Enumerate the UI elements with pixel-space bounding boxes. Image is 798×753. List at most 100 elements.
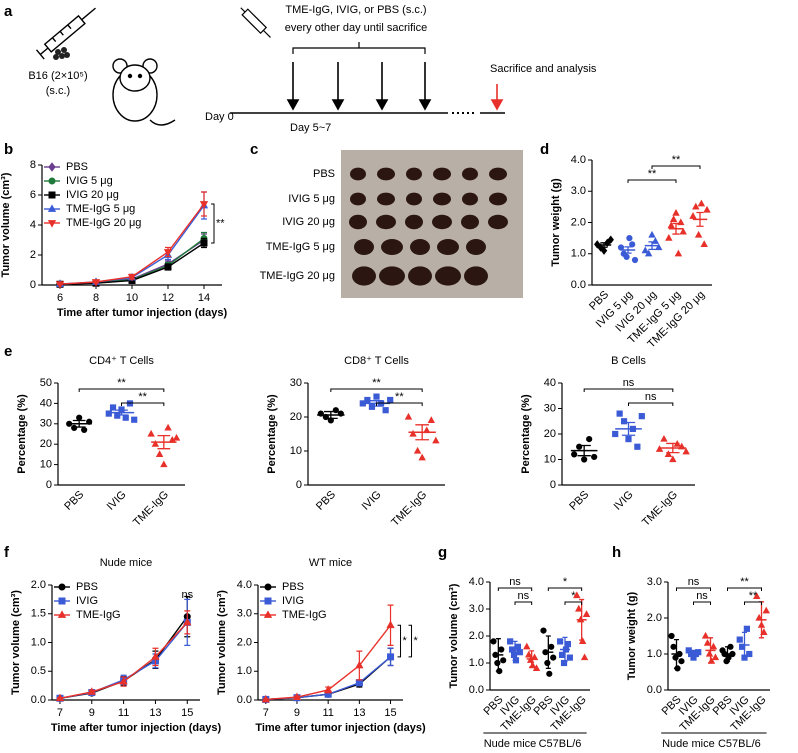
y-tick-label: 2.0 bbox=[469, 630, 484, 642]
marker bbox=[382, 407, 389, 414]
marker bbox=[91, 279, 101, 287]
legend-marker bbox=[58, 583, 66, 591]
marker bbox=[651, 237, 660, 244]
marker bbox=[634, 443, 641, 450]
panel-label: g bbox=[438, 544, 447, 561]
significance-label: ** bbox=[740, 576, 749, 588]
panel-label: e bbox=[4, 343, 12, 360]
significance-bracket bbox=[211, 203, 215, 244]
y-tick-label: 8 bbox=[30, 159, 36, 171]
error-bar bbox=[323, 410, 338, 420]
legend-label: IVIG 5 μg bbox=[66, 175, 113, 187]
marker bbox=[711, 653, 720, 661]
significance-bracket bbox=[583, 388, 674, 392]
tumor bbox=[489, 192, 507, 206]
marker bbox=[578, 637, 587, 644]
marker bbox=[81, 426, 88, 434]
bracket bbox=[292, 42, 426, 54]
tumor bbox=[466, 239, 486, 255]
y-tick-label: 0.0 bbox=[647, 684, 662, 696]
marker bbox=[540, 627, 547, 634]
error-bar bbox=[600, 242, 608, 248]
legend-label: IVIG bbox=[76, 595, 98, 607]
y-tick-label: 0.0 bbox=[469, 684, 484, 696]
marker bbox=[127, 273, 137, 282]
significance-bracket bbox=[547, 587, 583, 591]
y-tick-label: 4.0 bbox=[571, 154, 586, 166]
significance-bracket bbox=[497, 587, 533, 591]
schedule-text: every other day until sacrifice bbox=[285, 22, 427, 34]
tumor bbox=[488, 214, 508, 230]
significance-bracket bbox=[693, 601, 711, 605]
significance-bracket bbox=[514, 601, 533, 605]
tumor bbox=[406, 167, 422, 181]
tumor bbox=[433, 167, 451, 181]
y-tick-label: 10 bbox=[544, 453, 556, 465]
chart-title: B Cells bbox=[611, 355, 646, 367]
marker bbox=[667, 221, 675, 229]
x-tick-label: 11 bbox=[322, 707, 333, 719]
y-tick-label: 1.5 bbox=[31, 608, 46, 620]
significance-label: ** bbox=[395, 391, 404, 403]
marker bbox=[147, 429, 155, 437]
significance-label: ns bbox=[623, 377, 635, 389]
legend-marker bbox=[264, 597, 272, 605]
marker bbox=[87, 687, 96, 695]
y-tick-label: 30 bbox=[40, 418, 52, 430]
marker bbox=[109, 404, 117, 411]
error-bar bbox=[157, 434, 171, 450]
marker bbox=[586, 436, 593, 443]
x-tick-label: IVIG bbox=[360, 489, 384, 513]
x-axis-label: Time after tumor injection (days) bbox=[51, 722, 222, 734]
marker bbox=[355, 660, 364, 669]
x-tick-label: 6 bbox=[57, 292, 63, 304]
y-tick-label: 0.0 bbox=[31, 694, 46, 706]
tumor bbox=[461, 214, 479, 230]
marker bbox=[557, 638, 564, 645]
significance-bracket bbox=[376, 402, 423, 406]
marker bbox=[591, 453, 598, 461]
marker bbox=[700, 240, 708, 247]
marker bbox=[694, 230, 703, 238]
marker bbox=[432, 436, 440, 444]
y-axis-label: Tumor volume (cm³) bbox=[0, 172, 12, 277]
y-tick-label: 20 bbox=[290, 411, 302, 423]
marker bbox=[105, 410, 112, 417]
legend-marker bbox=[47, 220, 57, 228]
marker bbox=[760, 628, 768, 635]
marker bbox=[573, 591, 581, 599]
marker bbox=[678, 658, 685, 665]
marker bbox=[644, 249, 653, 257]
chart-title: CD8⁺ T Cells bbox=[344, 355, 409, 367]
x-tick-label: IVIG bbox=[612, 489, 636, 513]
x-tick-label: TME-IgG bbox=[389, 489, 429, 529]
marker bbox=[701, 631, 710, 639]
significance-bracket bbox=[397, 624, 402, 658]
tumor bbox=[350, 192, 366, 206]
day0-text: Day 0 bbox=[205, 111, 234, 123]
marker bbox=[71, 424, 78, 431]
y-tick-label: 3.0 bbox=[647, 576, 662, 588]
error-bar bbox=[545, 635, 551, 670]
marker bbox=[490, 638, 497, 645]
significance-label: * bbox=[563, 576, 568, 588]
marker bbox=[200, 239, 208, 247]
significance-label: ** bbox=[372, 377, 381, 389]
error-bar bbox=[707, 637, 714, 664]
marker bbox=[151, 652, 160, 660]
marker bbox=[746, 650, 753, 658]
marker bbox=[660, 434, 668, 442]
tumor bbox=[464, 266, 488, 286]
marker bbox=[648, 230, 656, 238]
y-axis-label: Percentage (%) bbox=[520, 394, 532, 474]
sacrifice-arrow bbox=[490, 84, 504, 111]
panel-label: f bbox=[4, 544, 10, 561]
significance-bracket bbox=[78, 388, 165, 392]
marker bbox=[494, 659, 501, 667]
tumor bbox=[489, 167, 507, 181]
marker bbox=[122, 414, 129, 421]
tumor bbox=[405, 214, 423, 230]
treatment-text: TME-IgG, IVIG, or PBS (s.c.) bbox=[285, 4, 426, 16]
marker bbox=[631, 256, 639, 264]
x-tick-label: TME-IgG bbox=[131, 489, 171, 529]
